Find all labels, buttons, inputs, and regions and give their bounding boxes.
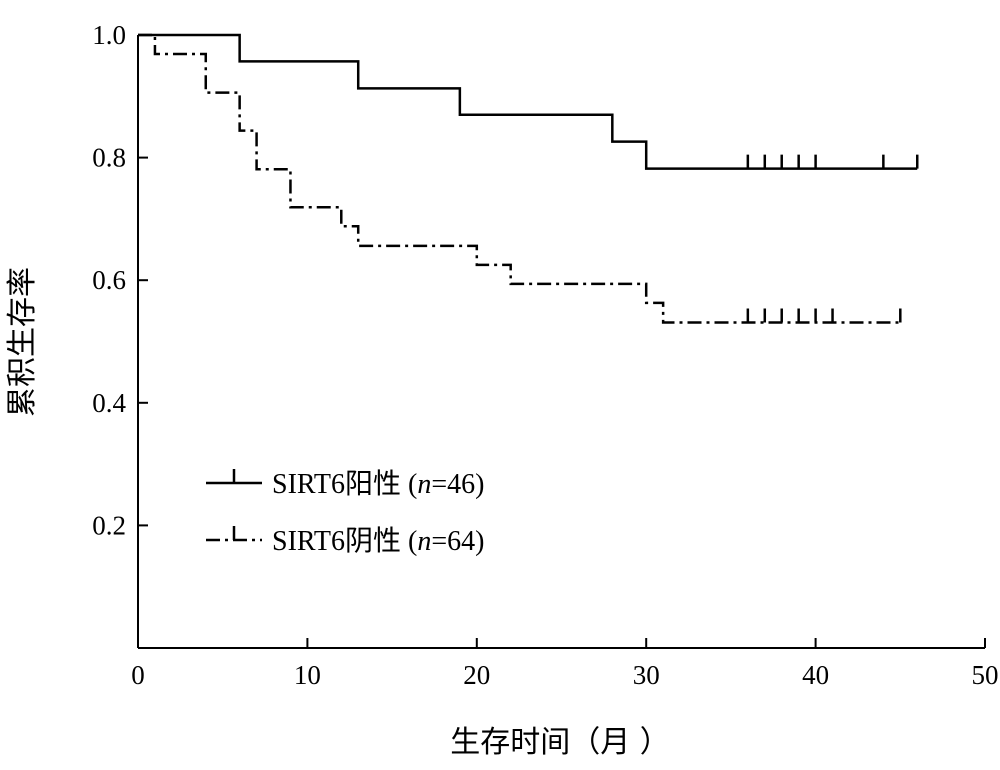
x-tick-label: 50 bbox=[972, 660, 999, 690]
x-axis-title: 生存时间（月 ） bbox=[450, 725, 670, 760]
legend-label: SIRT6阳性 (n=46) bbox=[272, 468, 484, 500]
y-tick-label: 0.6 bbox=[92, 265, 126, 295]
series-2 bbox=[138, 33, 902, 324]
x-tick-label: 40 bbox=[802, 660, 829, 690]
x-tick-label: 10 bbox=[294, 660, 321, 690]
y-tick-label: 1.0 bbox=[92, 20, 126, 50]
y-tick-label: 0.2 bbox=[92, 510, 126, 540]
x-tick-label: 30 bbox=[633, 660, 660, 690]
x-tick-label: 0 bbox=[131, 660, 145, 690]
y-tick-label: 0.4 bbox=[92, 388, 126, 418]
survival-curve bbox=[138, 33, 901, 324]
axes: 0 10 20 30 40 50 0.2 0.4 0.6 0.8 1.0 bbox=[92, 20, 998, 690]
x-tick-label: 20 bbox=[463, 660, 490, 690]
legend: SIRT6阳性 (n=46) SIRT6阴性 (n=64) bbox=[206, 468, 484, 557]
y-axis-title: 累积生存率 bbox=[5, 267, 40, 417]
survival-curve bbox=[138, 33, 918, 170]
series-1 bbox=[138, 33, 919, 170]
plot-area bbox=[138, 33, 919, 324]
legend-label: SIRT6阴性 (n=64) bbox=[272, 525, 484, 557]
y-tick-label: 0.8 bbox=[92, 143, 126, 173]
